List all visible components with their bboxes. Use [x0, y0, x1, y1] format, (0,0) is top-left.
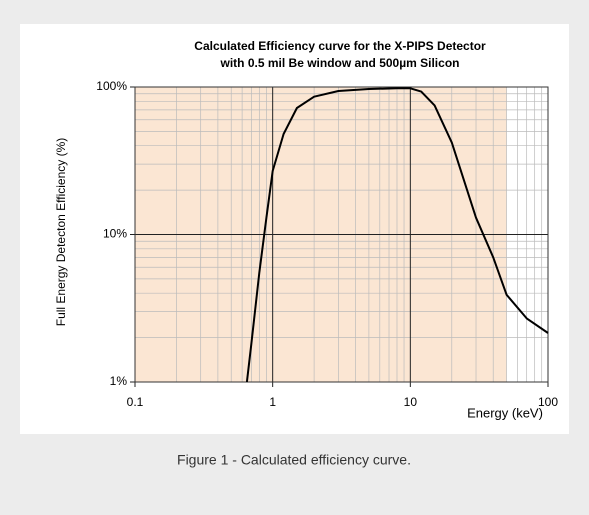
plot-frame [134, 86, 549, 383]
x-tick-label: 0.1 [127, 395, 144, 409]
caption: Figure 1 - Calculated efficiency curve. [177, 452, 411, 468]
chart-subtitle: with 0.5 mil Be window and 500µm Silicon [220, 56, 460, 70]
efficiency-curve [245, 87, 549, 383]
x-tick-label: 1 [269, 395, 276, 409]
x-axis-label: Energy (keV) [467, 405, 543, 420]
x-tick-label: 10 [404, 395, 418, 409]
y-tick-label: 10% [103, 227, 127, 241]
chart-title: Calculated Efficiency curve for the X-PI… [194, 39, 486, 53]
y-tick-label: 1% [110, 374, 128, 388]
x-tick-label: 100 [538, 395, 558, 409]
y-axis-label: Full Energy Detecton Efficiency (%) [54, 138, 68, 327]
y-tick-label: 100% [96, 79, 127, 93]
